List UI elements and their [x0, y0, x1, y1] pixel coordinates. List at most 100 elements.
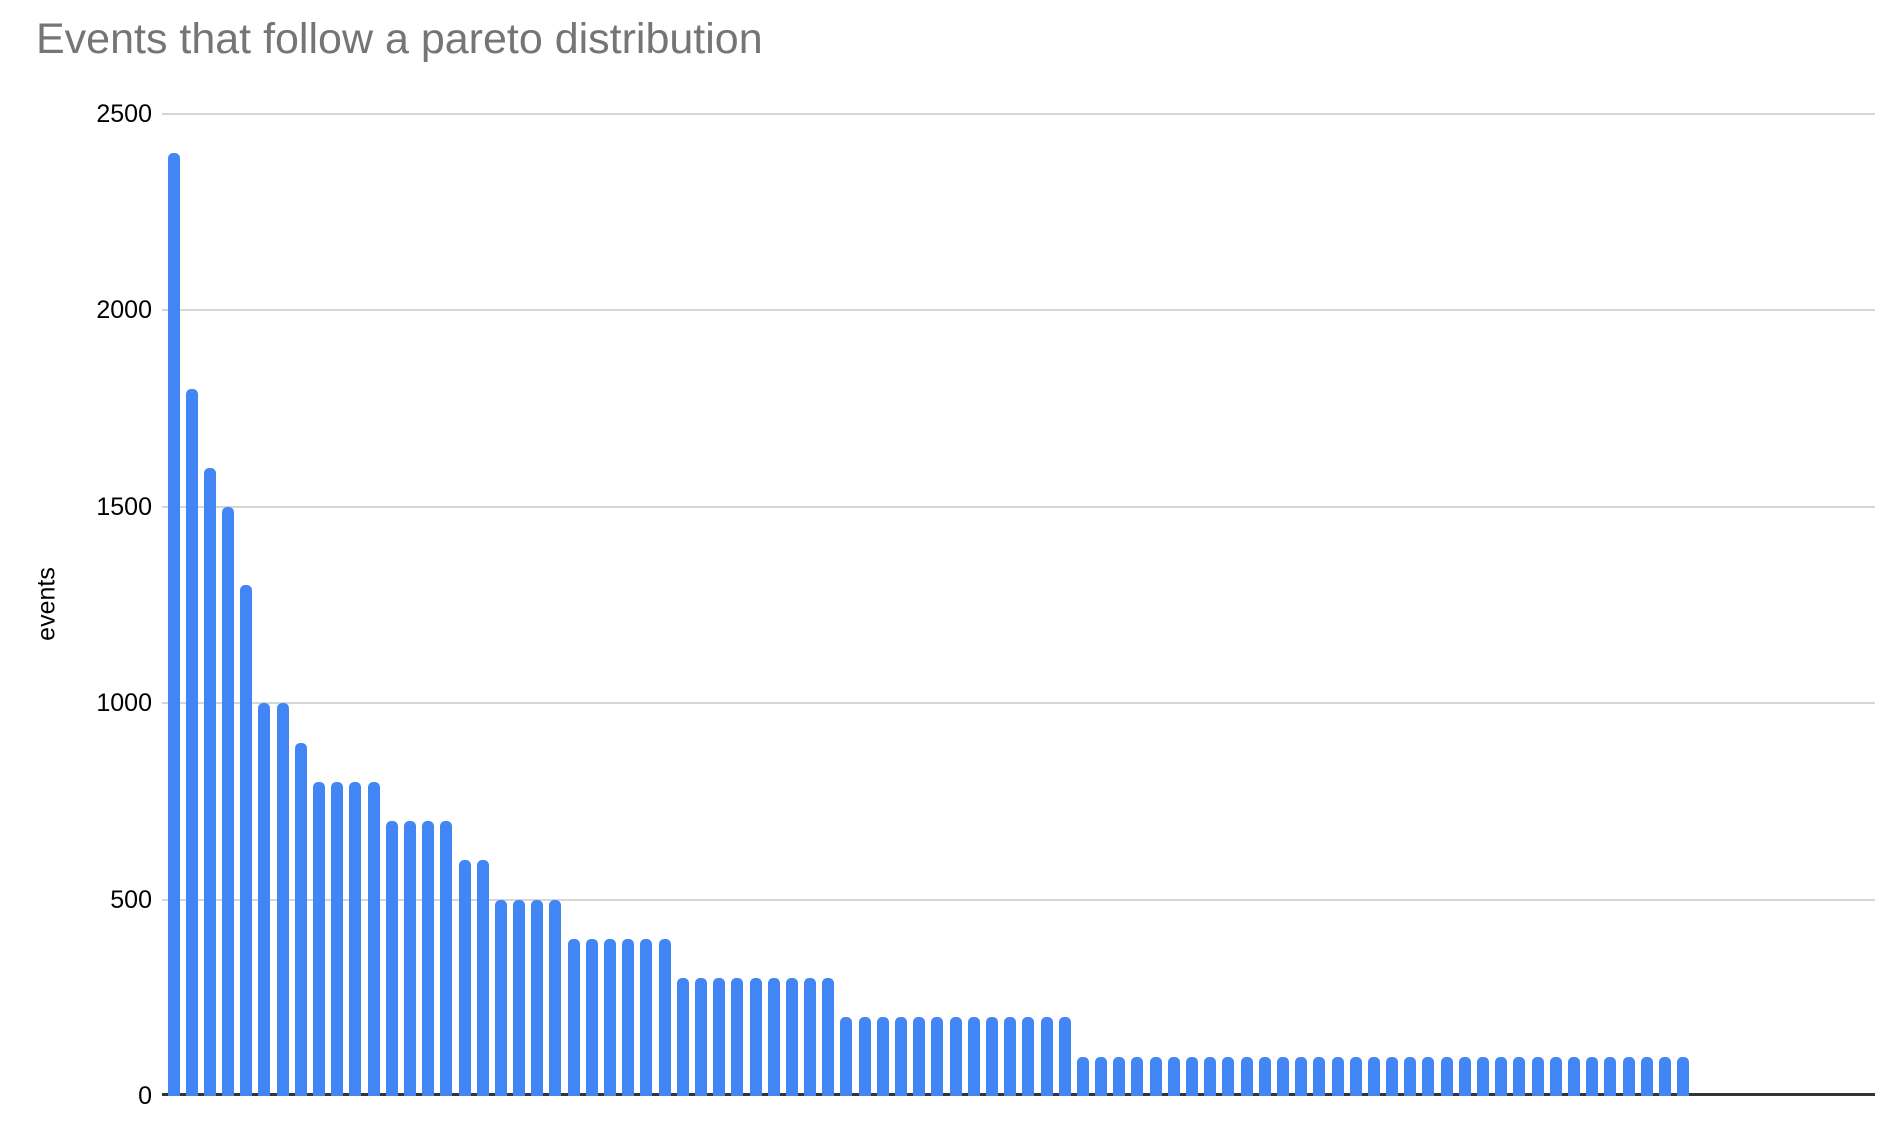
y-tick-label: 500 — [110, 885, 152, 914]
bar[interactable] — [240, 585, 253, 1096]
bar[interactable] — [1167, 1056, 1180, 1096]
bar[interactable] — [222, 506, 235, 1096]
bar[interactable] — [658, 938, 671, 1096]
bar[interactable] — [1513, 1056, 1526, 1096]
bar[interactable] — [294, 742, 307, 1096]
bar[interactable] — [931, 1017, 944, 1096]
bar[interactable] — [1095, 1056, 1108, 1096]
bar[interactable] — [513, 899, 526, 1096]
bar[interactable] — [313, 781, 325, 1096]
bar[interactable] — [494, 899, 507, 1096]
bar[interactable] — [767, 978, 780, 1096]
gridline — [162, 702, 1875, 705]
bar[interactable] — [1567, 1056, 1580, 1096]
bar[interactable] — [1004, 1017, 1017, 1096]
bar[interactable] — [1113, 1056, 1126, 1096]
bar[interactable] — [604, 938, 616, 1096]
bar[interactable] — [585, 938, 598, 1096]
y-tick-label: 1000 — [96, 689, 152, 718]
bar[interactable] — [549, 899, 562, 1096]
bar[interactable] — [1604, 1056, 1617, 1096]
y-tick-label: 2000 — [96, 296, 152, 325]
bar[interactable] — [331, 781, 344, 1096]
bar[interactable] — [1422, 1056, 1435, 1096]
y-tick-label: 2500 — [96, 100, 152, 128]
bar[interactable] — [1640, 1056, 1653, 1096]
bar[interactable] — [1586, 1056, 1599, 1096]
bar[interactable] — [476, 860, 489, 1096]
bar[interactable] — [203, 467, 216, 1096]
bar[interactable] — [1622, 1056, 1635, 1096]
bar[interactable] — [694, 978, 707, 1096]
bar[interactable] — [1404, 1056, 1417, 1096]
y-tick-label: 1500 — [96, 492, 152, 521]
bar[interactable] — [422, 821, 435, 1096]
y-tick-label: 0 — [138, 1082, 152, 1110]
y-axis-tick-labels: 0 500 1000 1500 2000 2500 — [0, 101, 152, 1109]
bar[interactable] — [731, 978, 744, 1096]
bar[interactable] — [713, 978, 726, 1096]
bar[interactable] — [1313, 1056, 1326, 1096]
x-axis-line — [162, 1093, 1875, 1096]
bar[interactable] — [440, 821, 453, 1096]
bar[interactable] — [1477, 1056, 1489, 1096]
bar[interactable] — [1022, 1017, 1035, 1096]
bar[interactable] — [1040, 1017, 1053, 1096]
bar[interactable] — [1258, 1056, 1271, 1096]
bar[interactable] — [967, 1017, 980, 1096]
bar[interactable] — [676, 978, 689, 1096]
bar[interactable] — [1058, 1017, 1071, 1096]
bar[interactable] — [1131, 1056, 1144, 1096]
gridline — [162, 505, 1875, 508]
bar[interactable] — [385, 821, 398, 1096]
bar[interactable] — [276, 703, 289, 1096]
bar[interactable] — [167, 153, 180, 1096]
bar[interactable] — [1295, 1056, 1308, 1096]
bar[interactable] — [913, 1017, 926, 1096]
gridline — [162, 898, 1875, 901]
bar[interactable] — [749, 978, 762, 1096]
bar[interactable] — [1076, 1056, 1089, 1096]
gridline — [162, 309, 1875, 312]
bar[interactable] — [367, 781, 380, 1096]
bar[interactable] — [1367, 1056, 1380, 1096]
bar[interactable] — [858, 1017, 871, 1096]
bar[interactable] — [1222, 1056, 1235, 1096]
bar[interactable] — [567, 938, 580, 1096]
bar[interactable] — [895, 1017, 907, 1096]
bar[interactable] — [822, 978, 835, 1096]
bar[interactable] — [985, 1017, 998, 1096]
bar[interactable] — [1186, 1056, 1198, 1096]
bar[interactable] — [1531, 1056, 1544, 1096]
bar-group — [167, 114, 1690, 1096]
bar[interactable] — [640, 938, 653, 1096]
bar[interactable] — [1331, 1056, 1344, 1096]
bar[interactable] — [1240, 1056, 1253, 1096]
gridline — [162, 113, 1875, 115]
bar[interactable] — [1677, 1056, 1690, 1096]
bar[interactable] — [349, 781, 362, 1096]
bar[interactable] — [185, 389, 198, 1096]
bar[interactable] — [785, 978, 798, 1096]
bar[interactable] — [403, 821, 416, 1096]
bar[interactable] — [840, 1017, 853, 1096]
plot-area — [162, 113, 1875, 1096]
bar[interactable] — [1549, 1056, 1562, 1096]
bar[interactable] — [949, 1017, 962, 1096]
bar[interactable] — [622, 938, 635, 1096]
bar[interactable] — [1149, 1056, 1162, 1096]
bar[interactable] — [458, 860, 471, 1096]
bar[interactable] — [804, 978, 817, 1096]
bar[interactable] — [1204, 1056, 1217, 1096]
bar[interactable] — [1349, 1056, 1362, 1096]
bar[interactable] — [876, 1017, 889, 1096]
bar[interactable] — [1658, 1056, 1671, 1096]
bar[interactable] — [531, 899, 544, 1096]
bar[interactable] — [1495, 1056, 1508, 1096]
bar[interactable] — [258, 703, 271, 1096]
bar[interactable] — [1458, 1056, 1471, 1096]
bar[interactable] — [1276, 1056, 1289, 1096]
bar[interactable] — [1440, 1056, 1453, 1096]
bar[interactable] — [1386, 1056, 1399, 1096]
